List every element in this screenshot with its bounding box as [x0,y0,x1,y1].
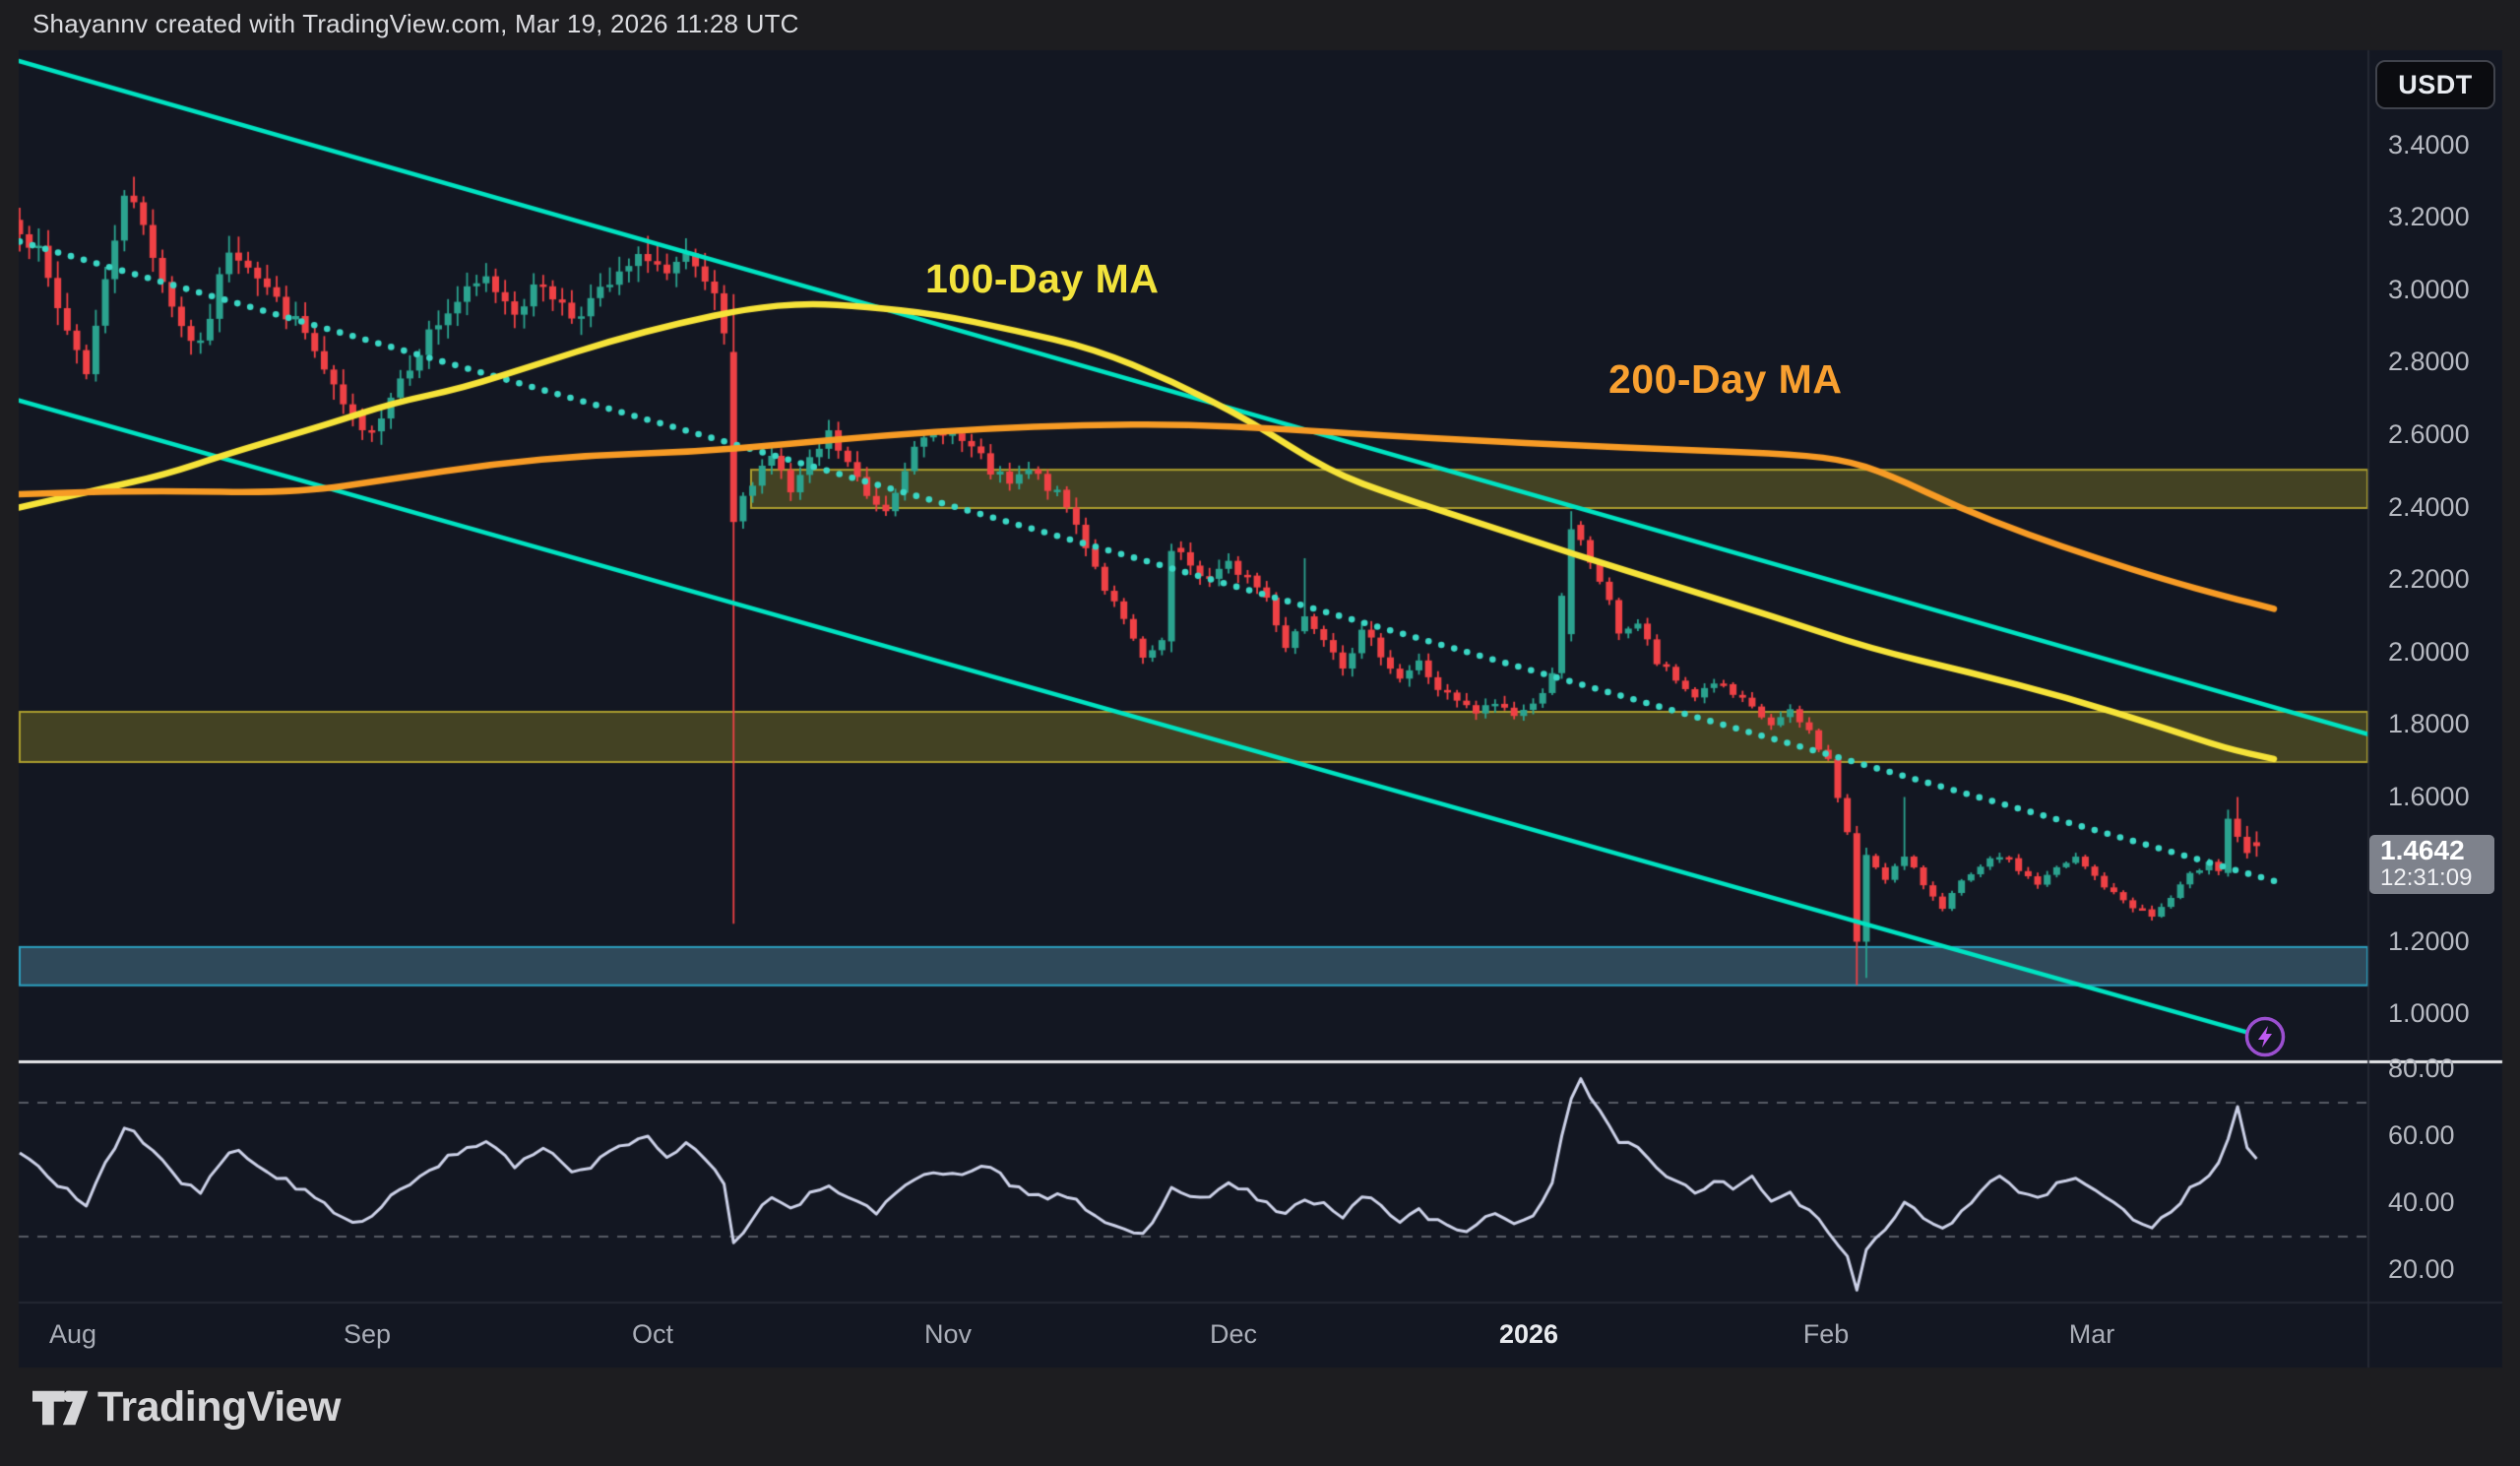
price-tick: 1.2000 [2388,926,2470,956]
price-tick: 3.4000 [2388,130,2470,159]
price-tick: 3.2000 [2388,202,2470,231]
time-tick-oct: Oct [631,1319,673,1349]
time-tick-nov: Nov [923,1319,972,1349]
time-tick-sep: Sep [343,1319,392,1349]
price-tick: 2.0000 [2388,637,2470,667]
lightning-bolt-icon[interactable] [2243,1015,2287,1058]
price-tick: 2.8000 [2388,347,2470,376]
last-price-badge: 1.4642 12:31:09 [2369,835,2494,894]
price-tick: 1.0000 [2388,998,2470,1028]
footer-brand[interactable]: TradingView [0,1373,591,1466]
price-tick: 1.8000 [2388,709,2470,738]
bar-countdown: 12:31:09 [2380,864,2473,891]
rsi-tick: 20.00 [2388,1254,2455,1284]
quote-currency-label: USDT [2398,69,2473,99]
time-tick-2026: 2026 [1498,1319,1559,1349]
price-scale[interactable]: 3.4000 3.2000 3.0000 2.8000 2.6000 2.400… [2368,50,2502,1368]
price-tick: 2.6000 [2388,419,2470,449]
last-price-value: 1.4642 [2380,835,2465,865]
price-tick: 1.6000 [2388,782,2470,811]
time-tick-mar: Mar [2068,1319,2115,1349]
rsi-tick: 40.00 [2388,1187,2455,1217]
ma100-label[interactable]: 100-Day MA [925,256,1160,301]
tradingview-logo-icon [32,1390,89,1426]
time-tick-feb: Feb [1802,1319,1850,1349]
tradingview-logo-text: TradingView [97,1383,342,1431]
time-tick-aug: Aug [48,1319,97,1349]
attribution-text: Shayannv created with TradingView.com, M… [32,9,799,38]
rsi-tick: 80.00 [2388,1053,2455,1083]
time-tick-dec: Dec [1209,1319,1257,1349]
price-tick: 3.0000 [2388,275,2470,304]
time-scale[interactable]: Aug Sep Oct Nov Dec 2026 Feb Mar [19,1304,2368,1367]
price-tick: 2.4000 [2388,492,2470,522]
price-tick: 2.2000 [2388,564,2470,594]
rsi-tick: 60.00 [2388,1120,2455,1150]
quote-currency-badge[interactable]: USDT [2375,60,2495,109]
ma200-label[interactable]: 200-Day MA [1608,356,1843,402]
